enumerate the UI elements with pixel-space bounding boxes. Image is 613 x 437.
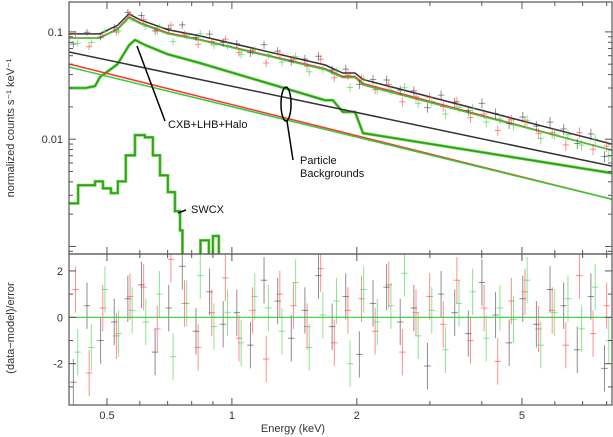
annotation-swcx-pointer [177, 209, 187, 214]
model-cxb-lhb-halo-halo [69, 38, 612, 175]
annotation-particle: Particle Backgrounds [280, 86, 365, 180]
data-points [70, 9, 612, 163]
model-curves [69, 13, 612, 254]
y-tick-label-bottom: -2 [53, 359, 63, 371]
annotation-swcx: SWCX [177, 204, 225, 216]
x-tick-label: 0.5 [99, 410, 114, 422]
model-swcx-halo [69, 133, 221, 254]
model-swcx [69, 134, 220, 254]
model-total-black [69, 13, 612, 145]
x-tick-label: 1 [229, 410, 235, 422]
model-particle-green [69, 66, 612, 201]
annotation-particle-pointer [286, 120, 294, 161]
axes: 0.5 1 2 5 0.1 0.01 2 0 -2 [42, 1, 613, 422]
annotation-particle-label-1: Particle [300, 155, 337, 167]
annotation-particle-ellipse [280, 86, 292, 122]
model-cxb-lhb-halo [69, 38, 612, 174]
y-tick-label-top: 0.01 [42, 134, 63, 146]
annotation-cxb-label: CXB+LHB+Halo [168, 119, 248, 131]
annotation-swcx-label: SWCX [191, 204, 225, 216]
y-axis-label-top: normalized counts s⁻¹ keV⁻¹ [5, 58, 17, 197]
y-tick-label-bottom: 2 [57, 266, 63, 278]
annotation-cxb: CXB+LHB+Halo [136, 45, 248, 131]
bottom-panel-frame [68, 253, 613, 406]
x-tick-label: 2 [354, 410, 360, 422]
y-tick-label-top: 0.1 [48, 27, 63, 39]
model-particle-black [69, 51, 612, 167]
y-tick-label-bottom: 0 [57, 312, 63, 324]
annotation-cxb-pointer [136, 45, 166, 122]
y-axis-label-bottom: (data−model)/error [5, 282, 17, 374]
annotation-particle-label-2: Backgrounds [300, 168, 365, 180]
x-axis-label: Energy (keV) [261, 423, 325, 435]
residual-points [69, 254, 613, 405]
x-tick-label: 5 [519, 410, 525, 422]
